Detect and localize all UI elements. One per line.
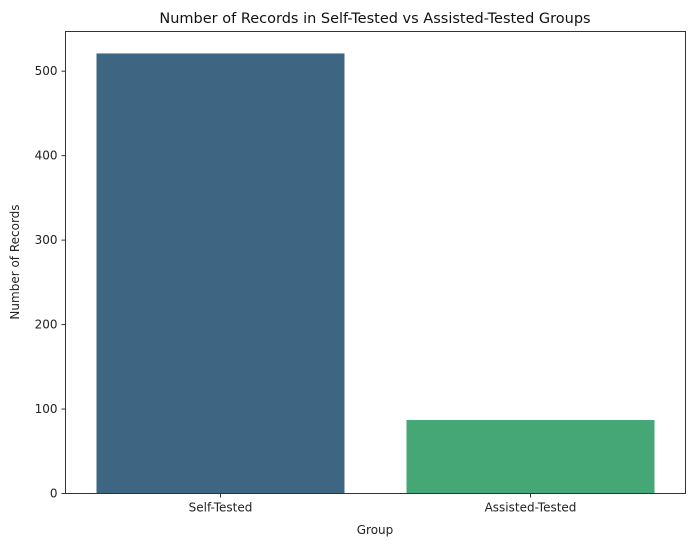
y-tick-label: 200 bbox=[35, 318, 58, 332]
y-tick-label: 100 bbox=[35, 402, 58, 416]
plot-frame bbox=[65, 31, 686, 494]
y-tick-label: 0 bbox=[50, 487, 58, 501]
bar-assisted-tested bbox=[406, 420, 655, 494]
y-axis: 0 100 200 300 400 500 bbox=[35, 64, 66, 501]
x-axis-label: Group bbox=[357, 523, 394, 537]
x-axis: Self-Tested Assisted-Tested bbox=[189, 493, 577, 515]
chart-title: Number of Records in Self-Tested vs Assi… bbox=[159, 11, 590, 27]
bar-self-tested bbox=[96, 53, 345, 494]
y-tick-label: 500 bbox=[35, 64, 58, 78]
y-tick-label: 400 bbox=[35, 149, 58, 163]
y-tick-label: 300 bbox=[35, 233, 58, 247]
x-tick-label: Assisted-Tested bbox=[485, 501, 577, 515]
bars-group bbox=[96, 53, 655, 494]
x-tick-label: Self-Tested bbox=[189, 501, 253, 515]
y-axis-label: Number of Records bbox=[8, 204, 22, 319]
